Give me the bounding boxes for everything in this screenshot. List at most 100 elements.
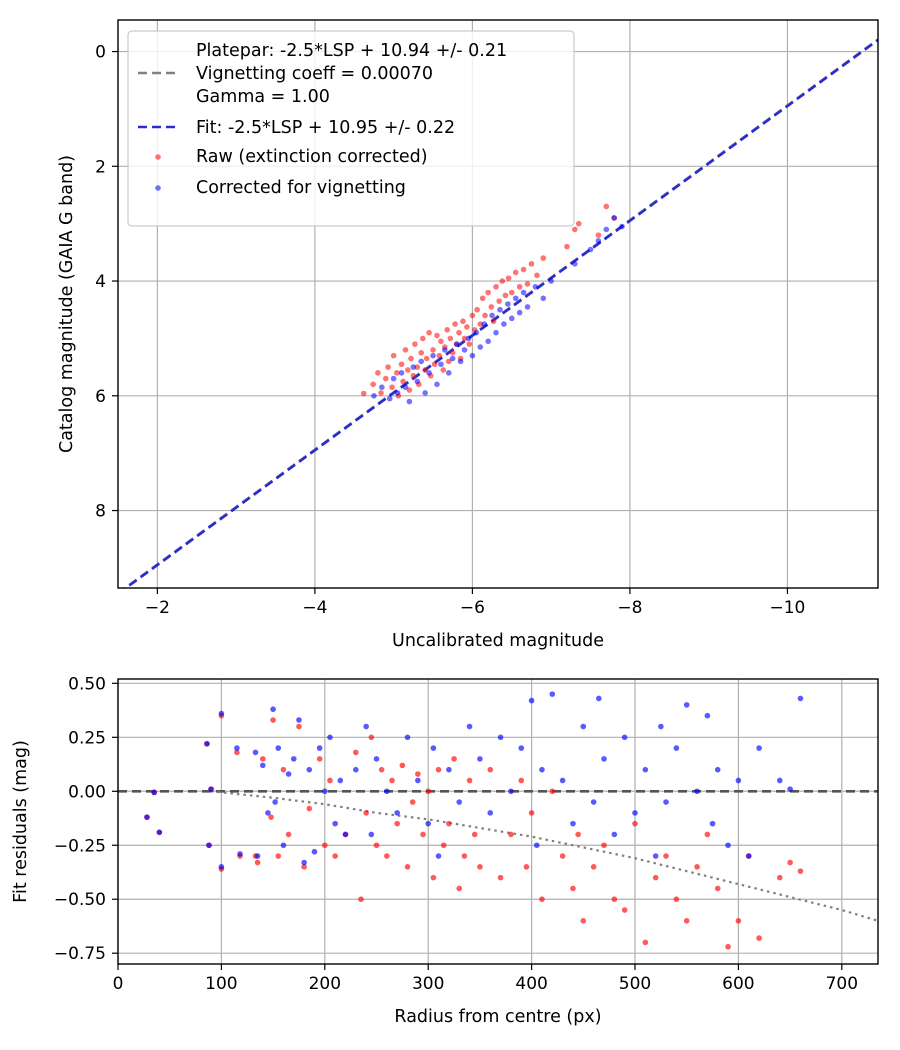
data-point	[327, 734, 333, 741]
data-point	[375, 370, 381, 376]
data-point	[518, 745, 525, 751]
data-point	[406, 387, 413, 393]
data-point	[384, 853, 390, 859]
data-point	[435, 853, 442, 859]
y-axis-label: Fit residuals (mag)	[11, 740, 31, 903]
data-point	[384, 788, 390, 795]
data-point	[528, 697, 535, 704]
x-tick-label: 600	[722, 974, 754, 994]
y-tick-label: 0.25	[68, 728, 106, 748]
data-point	[512, 295, 519, 302]
data-point	[466, 777, 473, 784]
series-raw	[144, 712, 804, 950]
data-point	[296, 723, 302, 730]
data-point	[797, 695, 804, 702]
data-point	[378, 766, 385, 773]
x-axis-label: Uncalibrated magnitude	[392, 631, 604, 651]
data-point	[490, 318, 497, 325]
y-tick-label: −0.75	[54, 944, 106, 964]
x-axis-label: Radius from centre (px)	[394, 1007, 601, 1027]
data-point	[745, 853, 752, 859]
data-point	[611, 896, 618, 903]
legend-label: Gamma = 1.00	[196, 87, 330, 107]
data-point	[393, 370, 400, 376]
data-point	[488, 304, 495, 310]
data-point	[464, 324, 470, 330]
data-point	[435, 766, 442, 773]
data-point	[652, 874, 659, 881]
data-point	[275, 853, 282, 859]
x-tick-label: −6	[460, 598, 485, 618]
data-point	[363, 810, 369, 816]
data-point	[438, 361, 444, 368]
data-point	[534, 272, 540, 279]
axes-frame	[117, 678, 879, 965]
data-point	[415, 771, 421, 777]
data-point	[516, 283, 523, 290]
data-point	[497, 734, 504, 741]
data-point	[725, 943, 731, 950]
data-point	[508, 831, 514, 838]
data-point	[471, 831, 478, 838]
data-point	[501, 321, 507, 327]
data-point	[559, 853, 566, 859]
data-point	[575, 220, 582, 227]
data-point	[254, 853, 261, 859]
data-point	[756, 745, 762, 751]
data-point	[430, 352, 436, 359]
y-tick-label: −0.50	[54, 890, 106, 910]
data-point	[520, 266, 527, 273]
data-point	[254, 859, 261, 866]
data-point	[694, 788, 700, 795]
data-point	[461, 853, 468, 859]
y-tick-label: 8	[95, 502, 106, 522]
data-point	[390, 352, 397, 359]
data-point	[694, 864, 700, 870]
data-point	[453, 341, 460, 347]
data-point	[204, 740, 210, 747]
data-point	[316, 745, 323, 751]
data-point	[524, 281, 531, 287]
data-point	[477, 344, 484, 350]
data-point	[405, 367, 411, 373]
data-point	[332, 853, 338, 859]
data-point	[430, 347, 436, 353]
data-point	[360, 390, 367, 397]
data-point	[485, 289, 491, 296]
data-point	[415, 777, 421, 784]
data-point	[410, 364, 417, 370]
data-point	[487, 766, 494, 773]
data-point	[342, 831, 349, 838]
data-point	[385, 364, 391, 370]
data-point	[539, 896, 545, 903]
data-point	[265, 810, 271, 816]
data-point	[532, 283, 539, 290]
data-point	[447, 335, 454, 342]
data-point	[368, 831, 375, 838]
data-point	[425, 820, 432, 827]
data-point	[394, 820, 400, 827]
x-tick-label: −8	[617, 598, 642, 618]
data-point	[496, 298, 502, 304]
data-point	[316, 756, 323, 762]
data-point	[465, 335, 472, 342]
data-point	[663, 799, 669, 805]
data-point	[353, 749, 359, 756]
data-point	[533, 842, 540, 849]
data-point	[252, 749, 259, 756]
data-point	[208, 786, 214, 792]
data-point	[632, 810, 638, 816]
data-point	[218, 864, 225, 870]
data-point	[756, 935, 762, 941]
data-point	[587, 246, 594, 253]
data-point	[398, 370, 405, 376]
data-point	[280, 842, 287, 849]
data-point	[456, 885, 463, 892]
data-point	[466, 341, 473, 347]
data-point	[444, 327, 451, 333]
data-point	[603, 226, 610, 233]
line-fit	[123, 39, 878, 588]
data-point	[419, 335, 426, 342]
data-point	[580, 723, 587, 730]
legend-marker-handle	[155, 185, 161, 191]
